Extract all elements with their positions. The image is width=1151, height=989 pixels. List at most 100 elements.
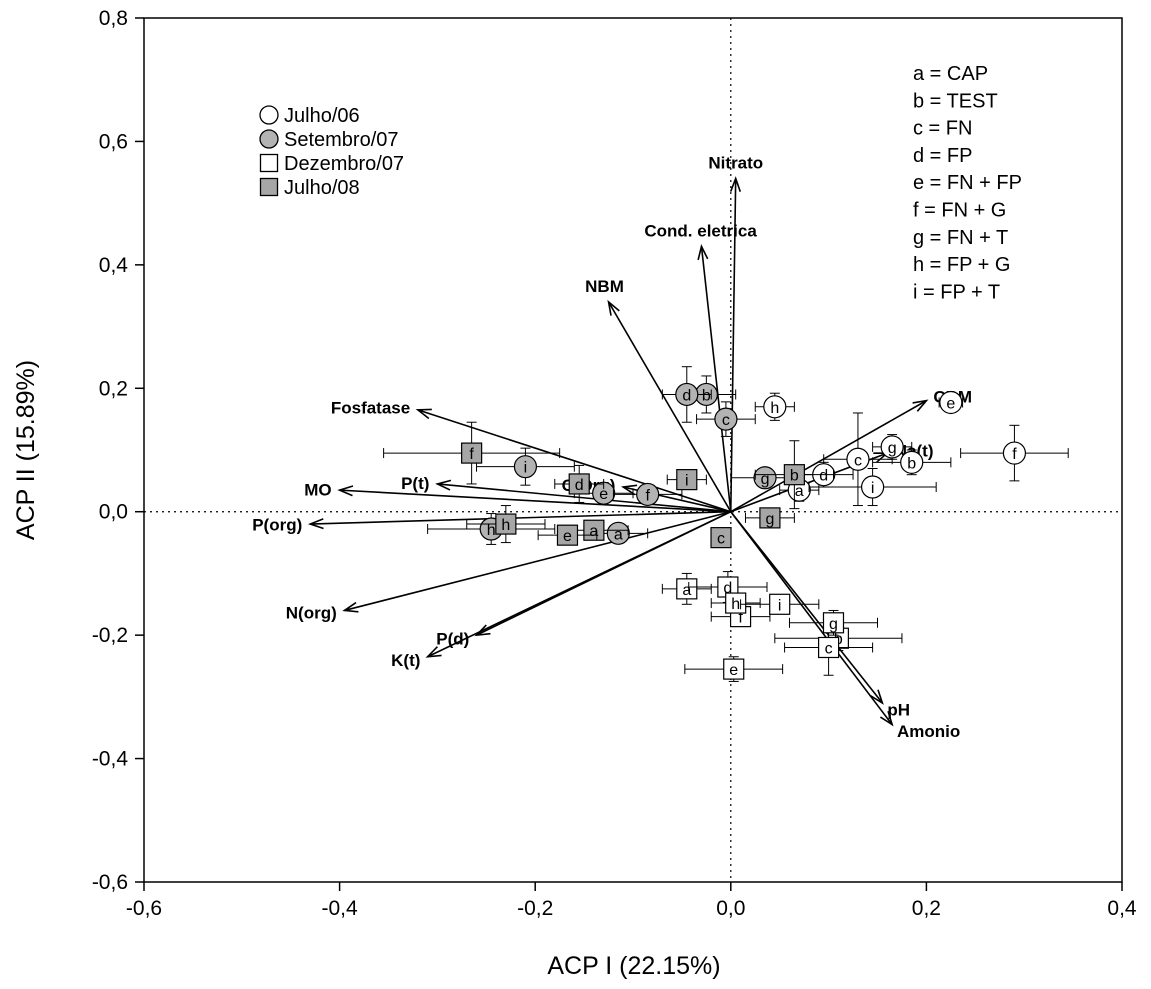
- point-julho-06-b: b: [872, 449, 952, 476]
- point-label: d: [575, 477, 584, 494]
- vector-label: Amonio: [897, 722, 960, 741]
- point-label: c: [722, 412, 730, 429]
- point-marker: [495, 513, 517, 535]
- vector-n-org-: N(org): [286, 510, 731, 622]
- point-marker: [461, 442, 483, 464]
- vector-label: Fosfatase: [331, 398, 410, 417]
- point-marker: [636, 482, 660, 507]
- treatment-key-item: i = FP + T: [913, 281, 1000, 303]
- plot-frame: [143, 17, 1123, 883]
- y-tick-label: 0,2: [99, 377, 128, 400]
- point-marker: [723, 658, 745, 680]
- point-dezembro-07-h: h: [710, 592, 761, 614]
- treatment-key-item: h = FP + G: [913, 254, 1010, 276]
- vector-p-t-: P(t): [401, 474, 731, 513]
- point-label: c: [717, 531, 725, 548]
- treatment-key-item: d = FP: [913, 145, 972, 167]
- point-label: h: [487, 522, 496, 539]
- point-marker: [939, 390, 963, 415]
- point-label: b: [907, 455, 916, 472]
- point-marker: [568, 473, 590, 495]
- point-marker: [880, 435, 904, 459]
- point-label: i: [778, 597, 782, 614]
- vector-line: [730, 511, 893, 726]
- legend-marker: [259, 177, 279, 197]
- vector-mo: MO: [304, 481, 731, 513]
- legend-marker: [259, 105, 279, 125]
- vector-arrowhead: [337, 485, 354, 497]
- vector-line: [730, 399, 927, 513]
- legend-marker: [259, 153, 279, 173]
- y-tick-label: -0,4: [92, 748, 129, 771]
- legend-entry-setembro-07: Setembro/07: [259, 129, 399, 151]
- point-label: g: [765, 511, 774, 528]
- vector-arrowhead: [474, 624, 491, 637]
- point-label: d: [682, 387, 691, 404]
- point-label: f: [645, 487, 650, 504]
- vector-arrowhead: [435, 479, 452, 491]
- y-tick-label: -0,2: [92, 624, 128, 647]
- vector-label: MO: [304, 481, 331, 500]
- point-julho-08-h: h: [466, 505, 546, 544]
- vector-label: P(org): [252, 515, 302, 534]
- treatment-key-item: c = FN: [913, 118, 972, 140]
- point-setembro-07-f: f: [612, 482, 683, 507]
- vector-line: [310, 510, 731, 525]
- y-axis-title: ACP II (15.89%): [12, 360, 40, 540]
- vector-p-org-: P(org): [252, 510, 731, 534]
- y-tick-label: 0,4: [99, 254, 129, 277]
- vector-line: [700, 246, 732, 512]
- point-marker: [710, 527, 732, 549]
- vector-line: [339, 489, 731, 513]
- point-label: d: [819, 468, 828, 485]
- y-tick-label: 0,8: [99, 7, 128, 30]
- vector-line: [344, 510, 731, 612]
- point-label: h: [731, 596, 740, 613]
- vector-arrowhead: [879, 711, 894, 727]
- point-marker: [606, 521, 630, 545]
- point-label: f: [469, 446, 474, 463]
- point-marker: [861, 475, 885, 499]
- point-setembro-07-g: g: [730, 466, 800, 490]
- point-marker: [714, 407, 738, 431]
- point-label: h: [501, 517, 510, 534]
- point-label: a: [682, 582, 691, 599]
- point-julho-06-i: i: [808, 468, 937, 507]
- legend-label: Julho/08: [284, 177, 360, 199]
- point-julho-08-b: b: [754, 440, 834, 510]
- x-tick-label: -0,2: [517, 897, 553, 920]
- point-julho-06-g: g: [872, 434, 913, 460]
- point-label: b: [790, 468, 799, 485]
- vector-label: P(t): [401, 474, 429, 493]
- point-label: g: [761, 471, 770, 488]
- vector-nbm: NBM: [585, 277, 732, 513]
- point-julho-06-h: h: [754, 392, 795, 421]
- legend-label: Setembro/07: [284, 129, 399, 151]
- treatment-key-item: g = FN + T: [913, 227, 1008, 249]
- vector-arrowhead: [620, 484, 638, 496]
- point-marker: [676, 578, 698, 600]
- vector-line: [427, 510, 732, 658]
- vector-line: [730, 511, 884, 704]
- x-tick-label: 0,2: [912, 897, 941, 920]
- point-label: i: [685, 473, 689, 490]
- vector-cond-eletrica: Cond. eletrica: [644, 221, 757, 512]
- point-marker: [763, 395, 787, 419]
- treatment-key-item: b = TEST: [913, 90, 998, 112]
- point-julho-08-e: e: [537, 524, 598, 546]
- point-marker: [783, 464, 805, 486]
- treatment-key-item: e = FN + FP: [913, 172, 1022, 194]
- vector-arrowhead: [342, 601, 359, 613]
- point-label: e: [563, 528, 572, 545]
- legend-entry-julho-08: Julho/08: [259, 177, 360, 199]
- vector-arrowhead: [912, 399, 929, 412]
- vector-arrowhead: [607, 299, 620, 316]
- point-setembro-07-c: c: [696, 401, 756, 437]
- vector-line: [730, 178, 737, 512]
- vector-line: [607, 301, 732, 513]
- vector-arrowhead: [307, 518, 324, 530]
- x-tick-label: 0,4: [1107, 897, 1137, 920]
- vector-arrowhead: [729, 176, 742, 192]
- point-marker: [675, 382, 699, 407]
